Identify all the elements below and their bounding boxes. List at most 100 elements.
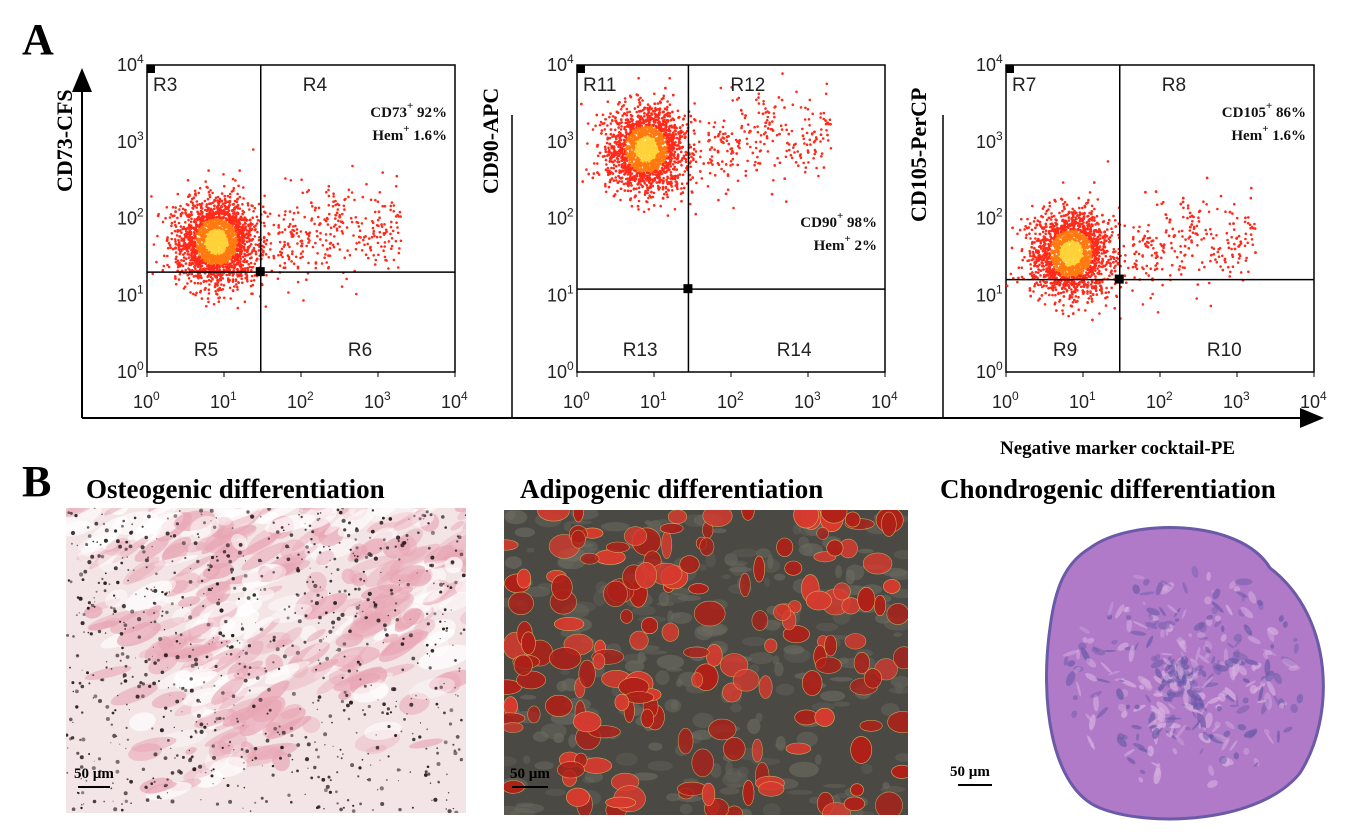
event-dot xyxy=(592,172,596,175)
event-dot xyxy=(246,248,249,251)
event-dot xyxy=(206,237,210,241)
event-dot xyxy=(765,136,769,140)
event-dot xyxy=(629,189,633,193)
event-dot xyxy=(662,158,665,161)
event-dot xyxy=(689,114,693,118)
event-dot xyxy=(214,196,218,200)
x-tick-label: 100 xyxy=(133,389,160,412)
event-dot xyxy=(713,148,716,151)
event-dot xyxy=(180,231,183,234)
event-dot xyxy=(184,268,187,272)
event-dot xyxy=(200,220,203,223)
event-dot xyxy=(729,164,732,167)
event-dot xyxy=(354,247,358,251)
event-dot xyxy=(757,111,761,115)
event-dot xyxy=(216,208,219,212)
event-dot xyxy=(236,243,239,247)
event-dot xyxy=(207,190,211,194)
event-dot xyxy=(174,275,177,278)
event-dot xyxy=(604,182,607,186)
event-dot xyxy=(287,257,291,261)
event-dot xyxy=(216,281,220,284)
event-dot xyxy=(233,219,237,223)
event-dot xyxy=(195,291,198,295)
event-dot xyxy=(284,210,287,213)
event-dot xyxy=(383,255,387,259)
event-dot xyxy=(194,267,197,271)
event-dot xyxy=(225,218,229,221)
event-dot xyxy=(179,214,183,218)
event-dot xyxy=(694,119,697,122)
event-dot xyxy=(327,194,331,198)
event-dot xyxy=(649,139,652,142)
event-dot xyxy=(652,135,656,138)
event-dot xyxy=(738,139,741,142)
event-dot xyxy=(207,278,211,282)
event-dot xyxy=(373,263,377,266)
event-dot xyxy=(236,203,240,207)
event-dot xyxy=(332,225,336,228)
event-dot xyxy=(226,253,229,256)
event-dot xyxy=(756,130,760,134)
event-dot xyxy=(215,266,219,270)
event-dot xyxy=(642,210,646,214)
event-dot xyxy=(382,249,385,252)
event-dot xyxy=(168,244,172,247)
event-dot xyxy=(675,185,679,189)
event-dot xyxy=(620,133,624,137)
event-dot xyxy=(155,260,158,264)
event-dot xyxy=(609,151,612,154)
event-dot xyxy=(211,256,214,259)
event-dot xyxy=(196,211,200,214)
event-dot xyxy=(203,199,207,203)
event-dot xyxy=(216,199,219,202)
event-dot xyxy=(245,219,248,222)
event-dot xyxy=(328,246,332,250)
event-dot xyxy=(694,212,698,216)
event-dot xyxy=(660,178,663,182)
event-dot xyxy=(213,248,217,251)
event-dot xyxy=(699,170,702,173)
event-dot xyxy=(610,119,614,122)
event-dot xyxy=(819,140,822,143)
event-dot xyxy=(619,108,623,111)
event-dot xyxy=(173,247,176,250)
event-dot xyxy=(620,180,624,183)
event-dot xyxy=(739,108,743,112)
event-dot xyxy=(798,154,802,157)
event-dot xyxy=(178,229,182,232)
y-tick-label: 101 xyxy=(117,282,144,305)
event-dot xyxy=(311,245,315,249)
event-dot xyxy=(173,238,177,241)
event-dot xyxy=(340,229,344,233)
event-dot xyxy=(254,224,257,227)
event-dot xyxy=(249,284,253,288)
event-dot xyxy=(380,245,383,248)
event-dot xyxy=(711,163,714,166)
event-dot xyxy=(187,256,191,259)
event-dot xyxy=(773,106,776,109)
event-dot xyxy=(396,226,399,229)
event-dot xyxy=(638,178,641,181)
event-dot xyxy=(269,248,272,251)
event-dot xyxy=(242,223,245,227)
event-dot xyxy=(346,249,349,252)
event-dot xyxy=(334,217,337,220)
event-dot xyxy=(672,118,676,122)
event-dot xyxy=(187,195,190,198)
event-dot xyxy=(308,231,312,234)
event-dot xyxy=(186,250,190,253)
event-dot xyxy=(624,118,628,122)
event-dot xyxy=(290,232,294,236)
event-dot xyxy=(162,264,166,268)
event-dot xyxy=(360,222,364,225)
event-dot xyxy=(247,263,250,266)
event-dot xyxy=(819,112,823,115)
event-dot xyxy=(707,121,711,125)
event-dot xyxy=(657,121,660,125)
event-dot xyxy=(759,149,763,152)
event-dot xyxy=(241,281,244,285)
event-dot xyxy=(286,254,290,257)
event-dot xyxy=(191,197,194,201)
event-dot xyxy=(283,266,287,270)
